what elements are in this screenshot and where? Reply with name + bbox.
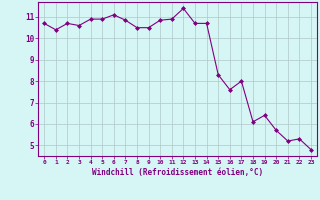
X-axis label: Windchill (Refroidissement éolien,°C): Windchill (Refroidissement éolien,°C) xyxy=(92,168,263,177)
